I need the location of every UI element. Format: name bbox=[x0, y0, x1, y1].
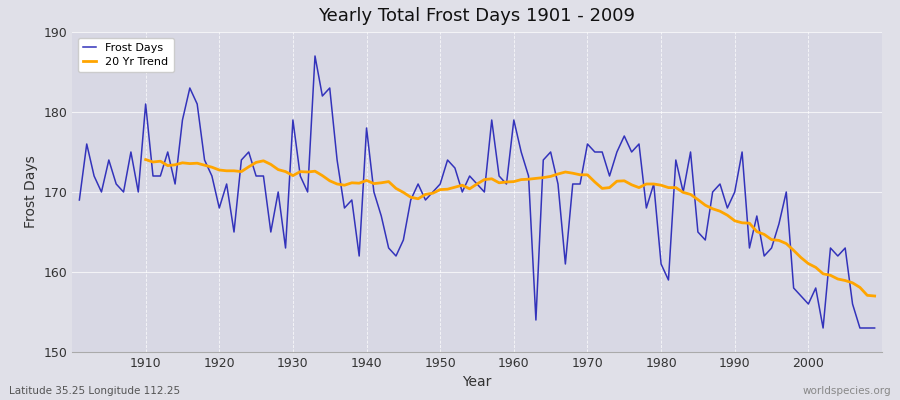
Legend: Frost Days, 20 Yr Trend: Frost Days, 20 Yr Trend bbox=[77, 38, 174, 72]
Frost Days bbox=[310, 54, 320, 58]
20 Yr Trend bbox=[832, 277, 843, 282]
Frost Days bbox=[74, 198, 85, 202]
Line: Frost Days: Frost Days bbox=[79, 56, 875, 328]
20 Yr Trend bbox=[140, 157, 151, 162]
Title: Yearly Total Frost Days 1901 - 2009: Yearly Total Frost Days 1901 - 2009 bbox=[319, 7, 635, 25]
Frost Days bbox=[516, 150, 526, 154]
Frost Days bbox=[346, 198, 357, 202]
Frost Days bbox=[133, 190, 144, 194]
X-axis label: Year: Year bbox=[463, 376, 491, 390]
Frost Days bbox=[869, 326, 880, 330]
20 Yr Trend bbox=[310, 169, 320, 174]
Text: worldspecies.org: worldspecies.org bbox=[803, 386, 891, 396]
Frost Days bbox=[818, 326, 829, 330]
20 Yr Trend bbox=[810, 265, 821, 270]
Frost Days bbox=[508, 118, 519, 122]
Frost Days bbox=[295, 174, 306, 178]
20 Yr Trend bbox=[869, 294, 880, 298]
Frost Days bbox=[604, 174, 615, 178]
Line: 20 Yr Trend: 20 Yr Trend bbox=[146, 160, 875, 296]
Text: Latitude 35.25 Longitude 112.25: Latitude 35.25 Longitude 112.25 bbox=[9, 386, 180, 396]
20 Yr Trend bbox=[280, 169, 291, 174]
20 Yr Trend bbox=[575, 172, 586, 177]
20 Yr Trend bbox=[516, 177, 526, 182]
Y-axis label: Frost Days: Frost Days bbox=[23, 156, 38, 228]
